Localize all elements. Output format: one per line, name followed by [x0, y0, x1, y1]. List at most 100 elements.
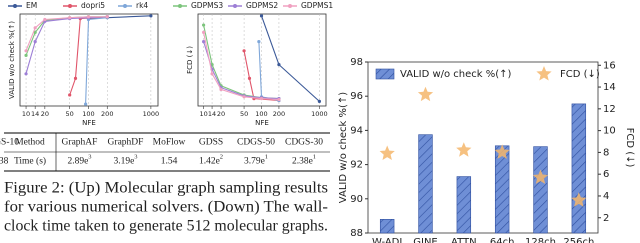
table-header: Method [15, 138, 45, 148]
x-tick-label: 100 [82, 110, 94, 118]
y2-tick-label: 4 [603, 191, 609, 202]
x-tick-label: W-ADJ [372, 237, 402, 243]
legend-label: dopri5 [81, 1, 105, 10]
star [494, 144, 510, 159]
x-tick-label: 100 [255, 110, 267, 118]
star [532, 169, 549, 184]
cell-main: 3.79e [244, 157, 265, 167]
x-tick-label: 50 [240, 110, 248, 118]
cell-sup: 1 [265, 154, 268, 161]
cell-sup: 3 [134, 154, 137, 161]
legend-label: EM [26, 1, 37, 10]
y-axis-label: FCD (↓) [186, 46, 194, 74]
cell-main: 3.19e [113, 157, 134, 167]
table-cell: 1.54 [161, 157, 178, 167]
point [277, 97, 281, 102]
y2-tick-label: 8 [603, 147, 609, 158]
x-tick-label: 50 [66, 110, 74, 118]
point [259, 14, 264, 18]
y2-tick-label: 14 [603, 82, 616, 93]
legend-marker [13, 4, 17, 8]
table-cell: Time (s) [14, 156, 46, 167]
table-cell: 3.19e3 [113, 154, 137, 167]
table-cell: 2.89e3 [67, 154, 91, 167]
table-cell: 2.38e1 [292, 154, 316, 167]
bar [533, 146, 548, 234]
table-header: GraphDF [108, 138, 144, 148]
legend-marker [375, 68, 395, 80]
point [24, 53, 28, 58]
legend-label: FCD (↓) [560, 69, 600, 80]
x-tick-label: 14 [31, 110, 39, 118]
y2-tick-label: 6 [603, 169, 609, 180]
bar [418, 134, 433, 234]
x-tick-label: 20 [41, 110, 49, 118]
point [210, 72, 214, 76]
y-tick-label: 92 [350, 160, 363, 171]
plot-frame [19, 13, 159, 107]
caption-line: clock time taken to generate 512 molecul… [4, 218, 328, 235]
point [149, 14, 153, 18]
caption-line: Figure 2: (Up) Molecular graph sampling … [4, 180, 328, 197]
bar [379, 219, 395, 234]
legend-label: VALID w/o check %(↑) [400, 69, 512, 80]
y2-tick-label: 10 [603, 126, 616, 137]
star [379, 145, 395, 160]
point [202, 30, 206, 34]
series-line [85, 17, 108, 105]
x-tick-label: ATTN [451, 237, 477, 243]
x-tick-label: 1000 [311, 110, 328, 118]
x-axis-label: NFE [255, 119, 269, 127]
x-tick-label: 10 [22, 110, 30, 118]
point [86, 15, 91, 19]
point [43, 17, 47, 22]
point [68, 93, 72, 97]
point [68, 16, 72, 20]
point [33, 40, 37, 44]
table-cell: 1.42e2 [199, 154, 223, 167]
star [571, 192, 587, 207]
caption-line: for various numerical solvers. (Down) Th… [4, 199, 328, 216]
table-header: CDGS-30 [285, 138, 323, 148]
series-line [25, 16, 108, 52]
cell-main: 1.42e [199, 157, 220, 167]
point [84, 102, 88, 106]
x-tick-label: 10 [199, 110, 207, 118]
series-line [203, 32, 279, 101]
table-header: CDGS-10 [0, 138, 19, 148]
y-tick-label: 88 [350, 228, 363, 239]
bar [456, 176, 472, 234]
table-header: MoFlow [153, 138, 186, 148]
point [33, 30, 37, 34]
y-tick-label: 96 [350, 91, 363, 102]
table-cell: 3.79e1 [244, 154, 268, 167]
cell-sup: 2 [220, 154, 223, 161]
bar [571, 103, 587, 234]
x-tick-label: 200 [101, 110, 113, 118]
legend-marker [68, 4, 72, 8]
legend-marker [123, 4, 127, 8]
point [24, 49, 28, 53]
legend-marker [178, 4, 182, 8]
series-line [243, 50, 279, 102]
star [456, 142, 472, 157]
table-header: GDSS [199, 138, 223, 148]
x-tick-label: 256ch [563, 237, 594, 243]
series-line [260, 15, 320, 102]
table-cell: 8.38 [0, 157, 9, 167]
x-tick-label: 1000 [143, 110, 160, 118]
cell-main: 2.38e [292, 157, 313, 167]
point [219, 87, 223, 92]
series-line [25, 16, 108, 74]
y-tick-label: 98 [350, 57, 363, 68]
x-tick-label: 20 [217, 110, 225, 118]
point [202, 40, 206, 44]
point [259, 97, 264, 101]
legend-label: GDPMS2 [246, 1, 278, 10]
cell-sup: 3 [88, 154, 91, 161]
x-tick-label: 64ch [490, 237, 515, 243]
x-tick-label: 200 [273, 110, 285, 118]
point [257, 40, 261, 44]
series-line [258, 41, 280, 102]
